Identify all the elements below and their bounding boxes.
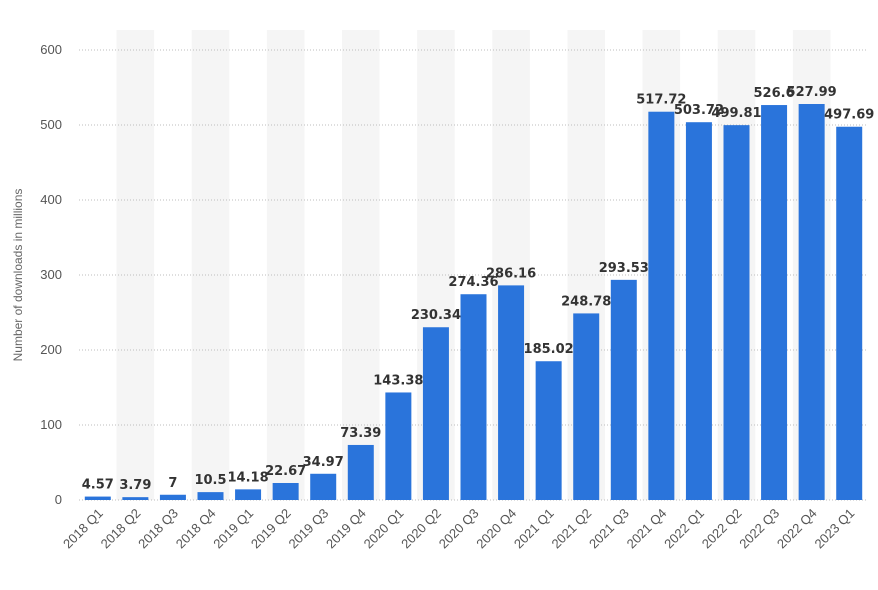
bar bbox=[573, 313, 600, 500]
bar bbox=[235, 489, 262, 500]
y-axis-title: Number of downloads in millions bbox=[11, 189, 25, 362]
x-tick-label: 2019 Q3 bbox=[285, 506, 331, 552]
data-label: 286.16 bbox=[486, 266, 536, 281]
x-tick-label: 2020 Q2 bbox=[398, 506, 444, 552]
x-tick-label: 2021 Q1 bbox=[511, 506, 557, 552]
bar bbox=[197, 492, 224, 500]
x-tick-label: 2019 Q2 bbox=[248, 506, 294, 552]
x-tick-label: 2018 Q3 bbox=[135, 506, 181, 552]
background-band bbox=[191, 30, 230, 500]
data-label: 4.57 bbox=[82, 478, 114, 493]
data-label: 293.53 bbox=[599, 261, 649, 276]
bar bbox=[836, 126, 863, 501]
data-label: 248.78 bbox=[561, 294, 611, 309]
x-tick-label: 2021 Q4 bbox=[624, 506, 670, 552]
data-label: 274.36 bbox=[448, 275, 498, 290]
bar bbox=[385, 392, 412, 500]
x-tick-label: 2018 Q1 bbox=[60, 506, 106, 552]
x-tick-label: 2022 Q1 bbox=[661, 506, 707, 552]
bar bbox=[122, 497, 149, 500]
data-label: 497.69 bbox=[824, 108, 874, 123]
bar bbox=[310, 473, 337, 500]
bar bbox=[422, 327, 449, 500]
x-tick-label: 2019 Q1 bbox=[210, 506, 256, 552]
bar bbox=[610, 279, 637, 500]
x-tick-label: 2022 Q3 bbox=[736, 506, 782, 552]
x-tick-label: 2022 Q4 bbox=[774, 506, 820, 552]
x-tick-label: 2023 Q1 bbox=[811, 506, 857, 552]
bar bbox=[535, 361, 562, 500]
data-label: 230.34 bbox=[411, 308, 461, 323]
data-label: 34.97 bbox=[303, 455, 344, 470]
bars bbox=[84, 104, 863, 501]
data-label: 73.39 bbox=[340, 426, 381, 441]
x-tick-label: 2018 Q4 bbox=[173, 506, 219, 552]
data-label: 7 bbox=[168, 476, 177, 491]
data-label: 3.79 bbox=[119, 478, 151, 493]
data-label: 10.5 bbox=[194, 473, 226, 488]
x-tick-label: 2022 Q2 bbox=[699, 506, 745, 552]
bar bbox=[347, 444, 374, 500]
x-tick-label: 2020 Q4 bbox=[473, 506, 519, 552]
data-label: 22.67 bbox=[265, 464, 306, 479]
bar bbox=[84, 496, 111, 500]
y-tick-label: 500 bbox=[40, 117, 62, 132]
y-tick-label: 100 bbox=[40, 417, 62, 432]
bar bbox=[648, 111, 675, 501]
bar bbox=[159, 494, 186, 500]
data-label: 499.81 bbox=[711, 106, 761, 121]
background-band bbox=[116, 30, 155, 500]
data-label: 185.02 bbox=[524, 342, 574, 357]
data-label: 14.18 bbox=[228, 470, 269, 485]
data-label: 526.6 bbox=[754, 86, 795, 101]
bar bbox=[761, 105, 788, 501]
data-label: 143.38 bbox=[373, 373, 423, 388]
x-tick-label: 2018 Q2 bbox=[98, 506, 144, 552]
background-band bbox=[266, 30, 305, 500]
y-tick-label: 200 bbox=[40, 342, 62, 357]
bar bbox=[272, 482, 299, 500]
x-tick-label: 2020 Q1 bbox=[361, 506, 407, 552]
bar bbox=[498, 285, 525, 500]
y-tick-label: 300 bbox=[40, 267, 62, 282]
x-tick-label: 2020 Q3 bbox=[436, 506, 482, 552]
x-tick-label: 2021 Q2 bbox=[548, 506, 594, 552]
bar bbox=[460, 294, 487, 500]
x-tick-label: 2021 Q3 bbox=[586, 506, 632, 552]
bar bbox=[685, 122, 712, 501]
y-tick-label: 400 bbox=[40, 192, 62, 207]
data-label: 517.72 bbox=[636, 93, 686, 108]
data-label: 503.72 bbox=[674, 103, 724, 118]
bar bbox=[798, 104, 825, 500]
data-label: 527.99 bbox=[787, 85, 837, 100]
background-band bbox=[342, 30, 380, 500]
x-tick-label: 2019 Q4 bbox=[323, 506, 369, 552]
bar bbox=[723, 125, 750, 500]
y-tick-label: 600 bbox=[40, 42, 62, 57]
y-tick-label: 0 bbox=[55, 492, 62, 507]
y-axis-ticks: 0 100 200 300 400 500 600 bbox=[40, 42, 62, 507]
